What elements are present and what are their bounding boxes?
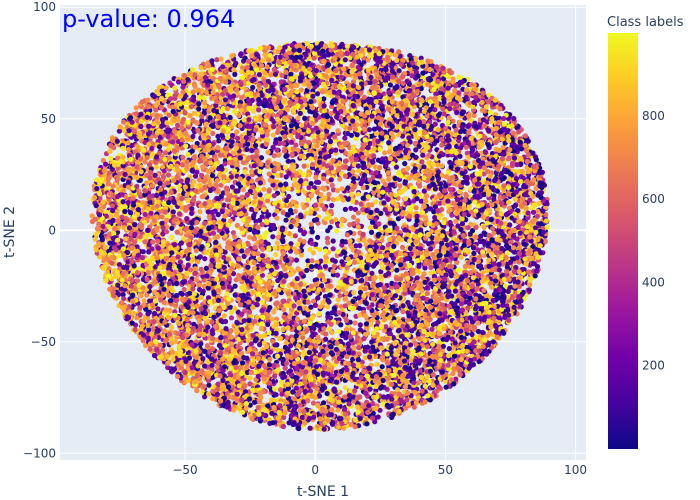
data-point xyxy=(159,214,165,220)
data-point xyxy=(259,221,265,228)
data-point xyxy=(215,257,221,263)
data-point xyxy=(321,287,327,293)
data-point xyxy=(179,162,186,168)
data-point xyxy=(270,132,276,138)
data-point xyxy=(203,265,209,271)
data-point xyxy=(397,183,403,189)
data-point xyxy=(333,217,339,223)
data-point xyxy=(239,194,245,200)
data-point xyxy=(133,105,139,111)
data-point xyxy=(353,243,359,249)
data-point xyxy=(330,187,337,193)
data-point xyxy=(295,241,301,248)
data-point xyxy=(388,284,394,290)
data-point xyxy=(342,206,348,212)
data-point xyxy=(402,161,408,167)
data-point xyxy=(202,256,208,262)
data-point xyxy=(108,213,114,219)
data-point xyxy=(334,188,341,194)
data-point xyxy=(423,193,430,199)
data-point xyxy=(523,205,529,211)
data-point xyxy=(449,212,455,218)
data-point xyxy=(198,266,204,272)
data-point xyxy=(377,165,383,171)
data-point xyxy=(315,234,321,240)
data-point xyxy=(325,304,331,310)
data-point xyxy=(142,159,148,165)
data-point xyxy=(146,327,152,333)
data-point xyxy=(266,188,272,194)
data-point xyxy=(543,218,550,224)
data-point xyxy=(277,90,283,96)
data-point xyxy=(337,176,343,182)
data-point xyxy=(454,259,460,265)
data-point xyxy=(335,284,341,290)
data-point xyxy=(352,320,358,326)
data-point xyxy=(386,140,392,146)
data-point xyxy=(227,304,233,310)
data-point xyxy=(297,237,303,243)
data-point xyxy=(317,304,323,310)
data-point xyxy=(132,327,138,333)
data-point xyxy=(218,182,224,188)
data-point xyxy=(192,266,198,272)
data-point xyxy=(250,84,256,91)
data-point xyxy=(234,129,240,135)
data-point xyxy=(330,196,336,203)
data-point xyxy=(286,420,292,426)
data-point xyxy=(450,118,456,124)
data-point xyxy=(214,57,220,63)
data-point xyxy=(399,244,406,250)
data-point xyxy=(357,322,363,328)
data-point xyxy=(359,359,365,365)
data-point xyxy=(251,199,257,205)
data-points xyxy=(89,40,550,432)
data-point xyxy=(334,272,341,278)
data-point xyxy=(357,243,363,249)
data-point xyxy=(225,240,231,246)
data-point xyxy=(165,172,172,178)
data-point xyxy=(107,148,113,155)
data-point xyxy=(507,222,513,228)
data-point xyxy=(242,169,248,175)
data-point xyxy=(471,112,477,119)
data-point xyxy=(385,196,391,202)
data-point xyxy=(89,213,95,219)
data-point xyxy=(181,286,187,293)
data-point xyxy=(452,88,458,94)
data-point xyxy=(322,263,328,269)
data-point xyxy=(236,272,242,279)
data-point xyxy=(257,234,263,240)
data-point xyxy=(127,210,134,216)
data-point xyxy=(275,277,281,284)
data-point xyxy=(142,239,148,245)
data-point xyxy=(355,218,361,224)
data-point xyxy=(366,127,373,133)
data-point xyxy=(180,154,186,160)
data-point xyxy=(221,304,227,310)
data-point xyxy=(463,164,469,170)
data-point xyxy=(169,235,175,241)
data-point xyxy=(379,364,385,370)
data-point xyxy=(262,108,268,114)
data-point xyxy=(285,212,291,218)
data-point xyxy=(141,298,147,304)
data-point xyxy=(170,209,176,215)
data-point xyxy=(249,168,255,175)
data-point xyxy=(466,338,472,344)
data-point xyxy=(161,168,167,174)
data-point xyxy=(273,392,279,398)
data-point xyxy=(194,388,200,394)
data-point xyxy=(197,209,203,215)
data-point xyxy=(185,151,191,158)
data-point xyxy=(274,240,280,246)
data-point xyxy=(329,182,335,188)
